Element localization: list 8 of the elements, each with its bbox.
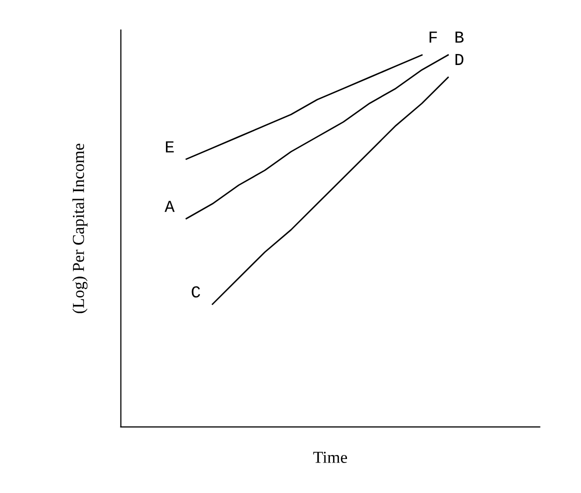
x-axis-title: Time xyxy=(313,452,348,463)
annotation: A xyxy=(164,200,175,212)
text: B xyxy=(456,32,464,43)
text: F xyxy=(430,32,437,43)
annotation: E xyxy=(166,141,174,152)
annotation: D xyxy=(456,54,464,65)
y-axis-title: (Log) Per Capital Income xyxy=(72,144,88,314)
annotation: C xyxy=(192,286,200,298)
